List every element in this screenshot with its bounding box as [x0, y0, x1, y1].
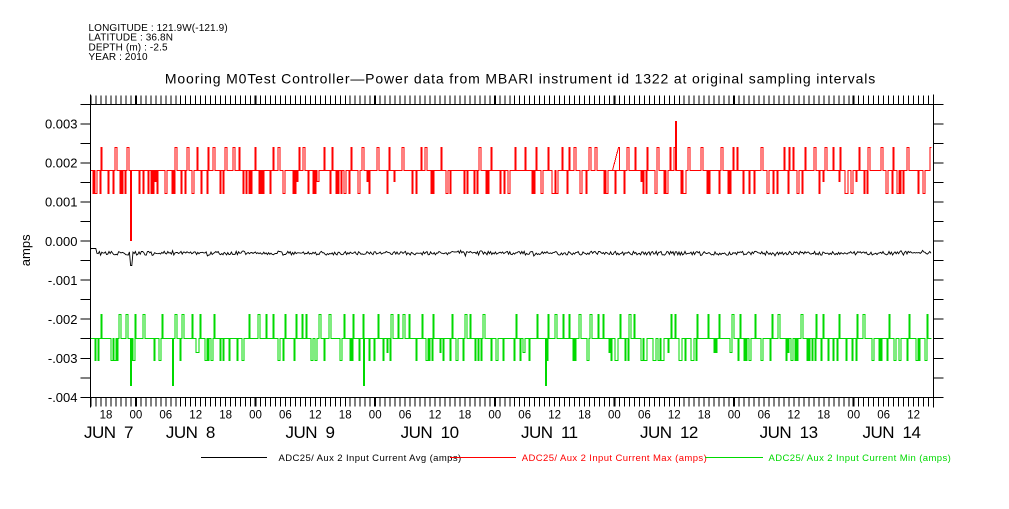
svg-text:12: 12 [548, 410, 561, 422]
svg-text:ADC25/ Aux 2 Input Current Max: ADC25/ Aux 2 Input Current Max (amps) [522, 453, 707, 464]
svg-text:JUN 11: JUN 11 [521, 423, 578, 442]
svg-text:12: 12 [429, 410, 442, 422]
svg-text:06: 06 [279, 410, 292, 422]
svg-text:-.004: -.004 [48, 390, 78, 405]
svg-text:ADC25/ Aux 2 Input Current Avg: ADC25/ Aux 2 Input Current Avg (amps) [279, 453, 462, 464]
svg-text:JUN 9: JUN 9 [286, 423, 335, 442]
svg-text:06: 06 [877, 410, 890, 422]
svg-text:06: 06 [758, 410, 771, 422]
svg-text:06: 06 [638, 410, 651, 422]
svg-text:18: 18 [578, 410, 591, 422]
svg-text:LATITUDE : 36.8N: LATITUDE : 36.8N [89, 33, 174, 44]
svg-text:amps: amps [18, 234, 33, 266]
svg-text:JUN 7: JUN 7 [84, 423, 133, 442]
svg-text:18: 18 [817, 410, 830, 422]
svg-text:00: 00 [249, 410, 262, 422]
svg-text:06: 06 [518, 410, 531, 422]
svg-text:JUN 12: JUN 12 [640, 423, 698, 442]
svg-text:JUN 13: JUN 13 [760, 423, 818, 442]
svg-text:JUN 8: JUN 8 [166, 423, 215, 442]
svg-text:18: 18 [100, 410, 113, 422]
svg-text:Mooring M0Test Controller—Powe: Mooring M0Test Controller—Power data fro… [165, 70, 876, 86]
svg-text:06: 06 [399, 410, 412, 422]
svg-text:00: 00 [847, 410, 860, 422]
svg-text:00: 00 [728, 410, 741, 422]
svg-text:JUN 10: JUN 10 [401, 423, 459, 442]
svg-text:0.001: 0.001 [45, 195, 78, 210]
svg-text:18: 18 [698, 410, 711, 422]
svg-text:12: 12 [668, 410, 681, 422]
svg-text:0.002: 0.002 [45, 156, 78, 171]
svg-text:18: 18 [339, 410, 352, 422]
svg-text:06: 06 [159, 410, 172, 422]
svg-text:00: 00 [608, 410, 621, 422]
svg-text:12: 12 [788, 410, 801, 422]
svg-text:18: 18 [459, 410, 472, 422]
svg-text:00: 00 [488, 410, 501, 422]
svg-text:12: 12 [309, 410, 322, 422]
svg-text:-.001: -.001 [48, 273, 78, 288]
svg-text:-.002: -.002 [48, 312, 78, 327]
svg-text:LONGITUDE : 121.9W(-121.9): LONGITUDE : 121.9W(-121.9) [89, 23, 228, 34]
svg-text:00: 00 [369, 410, 382, 422]
svg-text:YEAR : 2010: YEAR : 2010 [89, 52, 148, 63]
svg-text:00: 00 [130, 410, 143, 422]
svg-text:DEPTH (m) : -2.5: DEPTH (m) : -2.5 [89, 42, 168, 53]
svg-text:ADC25/ Aux 2 Input Current Min: ADC25/ Aux 2 Input Current Min (amps) [769, 453, 952, 464]
svg-text:0.003: 0.003 [45, 117, 78, 132]
svg-text:JUN 14: JUN 14 [863, 423, 921, 442]
svg-text:0.000: 0.000 [45, 234, 78, 249]
svg-text:-.003: -.003 [48, 351, 78, 366]
svg-text:12: 12 [907, 410, 920, 422]
svg-text:12: 12 [189, 410, 202, 422]
svg-text:18: 18 [219, 410, 232, 422]
